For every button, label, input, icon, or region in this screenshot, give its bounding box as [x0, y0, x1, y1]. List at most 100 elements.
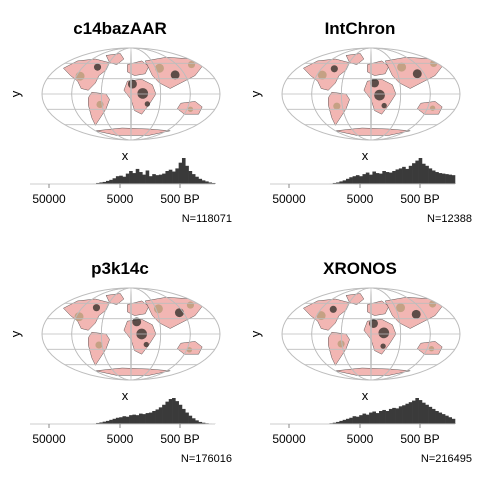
- density-blob: [316, 311, 326, 321]
- histogram-bar: [99, 182, 103, 184]
- histogram-bar: [162, 173, 166, 184]
- histogram-bar: [342, 180, 347, 184]
- continent-antarctica: [335, 367, 411, 376]
- continent-antarctica: [335, 127, 411, 136]
- histogram-bar: [191, 418, 196, 424]
- histogram-bar: [165, 401, 170, 424]
- histogram-bar: [115, 417, 120, 424]
- histogram-tick-label: 500 BP: [400, 192, 439, 206]
- histogram-bar: [119, 417, 123, 424]
- histogram-bar: [129, 415, 133, 424]
- density-blob: [92, 304, 101, 312]
- panel-svg: XRONOS y x 50000 5000 500 BP N=216495: [248, 259, 472, 465]
- continent-greenland: [105, 293, 125, 305]
- histogram-bar: [158, 174, 163, 184]
- histogram-tick-label: 500 BP: [160, 192, 199, 206]
- panel-title: c14bazAAR: [73, 19, 167, 38]
- histogram-bar: [195, 420, 199, 424]
- histogram-bar: [342, 419, 347, 424]
- histogram-bar: [211, 182, 216, 184]
- density-blob: [132, 317, 142, 327]
- y-axis-label: y: [8, 90, 23, 97]
- histogram-bar: [349, 177, 353, 184]
- histogram-bar: [395, 408, 400, 424]
- histogram-bar: [438, 412, 443, 424]
- histogram-bar: [398, 168, 403, 184]
- density-blob: [381, 102, 387, 109]
- histogram-bar: [155, 409, 160, 424]
- histogram-bar: [145, 413, 150, 424]
- histogram-bar: [172, 171, 176, 184]
- histogram-bar: [355, 416, 360, 424]
- histogram-bar: [359, 415, 363, 424]
- histogram-tick-label: 50000: [32, 432, 66, 446]
- histogram-bar: [441, 173, 446, 184]
- histogram-bar: [365, 172, 370, 184]
- histogram-bar: [125, 173, 130, 184]
- density-blob: [411, 309, 421, 319]
- histogram-bar: [178, 404, 183, 424]
- histogram-bar: [359, 176, 363, 184]
- density-blob: [174, 308, 184, 318]
- continent-antarctica: [95, 367, 171, 376]
- histogram-bar: [165, 171, 170, 184]
- density-blob: [330, 65, 338, 73]
- histogram-bar: [408, 165, 413, 184]
- density-blob: [93, 63, 102, 71]
- density-blob: [329, 305, 337, 313]
- histogram-bar: [421, 402, 426, 424]
- histogram-bar: [162, 404, 166, 424]
- histogram-bar: [445, 174, 449, 184]
- histogram-bar: [379, 173, 383, 184]
- histogram-bar: [132, 414, 137, 424]
- histogram-tick-label: 5000: [107, 432, 134, 446]
- histogram-bar: [355, 175, 360, 184]
- histogram-bar: [448, 417, 452, 424]
- continent-greenland: [345, 293, 365, 305]
- panel-title: IntChron: [325, 19, 396, 38]
- sample-count: N=12388: [427, 213, 472, 225]
- histogram-bar: [385, 172, 390, 184]
- histogram-bar: [332, 422, 337, 424]
- histogram-bar: [395, 169, 400, 184]
- histogram-bar: [96, 422, 100, 424]
- histogram-bar: [388, 172, 393, 184]
- histogram-bar: [105, 180, 110, 184]
- y-axis-label: y: [8, 330, 23, 337]
- density-blob: [127, 79, 137, 89]
- density-blob: [95, 341, 103, 349]
- histogram-bar: [352, 176, 357, 184]
- histogram-bar: [445, 415, 449, 424]
- histogram-bar: [392, 407, 396, 424]
- histogram-bar: [145, 170, 150, 184]
- sample-count: N=176016: [181, 453, 232, 465]
- density-blob: [144, 101, 151, 107]
- histogram-bar: [188, 171, 193, 184]
- continent-europe: [367, 300, 390, 316]
- histogram-bar: [398, 406, 403, 424]
- histogram-bar: [421, 163, 426, 184]
- histogram-bar: [339, 181, 343, 184]
- histogram-bar: [201, 422, 206, 424]
- density-blob: [186, 347, 193, 353]
- histogram-bar: [152, 411, 156, 424]
- density-blob: [429, 105, 436, 111]
- density-blob: [317, 70, 327, 80]
- density-blob: [370, 78, 380, 88]
- histogram-bar: [191, 174, 196, 184]
- histogram-bar: [112, 418, 117, 424]
- histogram-bar: [181, 158, 186, 184]
- histogram-tick-label: 50000: [272, 192, 306, 206]
- histogram-bar: [336, 182, 340, 184]
- histogram-bar: [352, 416, 357, 424]
- histogram-bar: [158, 407, 163, 424]
- histogram-bar: [119, 175, 123, 184]
- histogram-bar: [198, 421, 203, 424]
- panel-title: p3k14c: [91, 259, 149, 278]
- histogram-bar: [208, 182, 212, 184]
- histogram-bar: [441, 414, 446, 424]
- density-blob: [396, 303, 405, 313]
- histogram-bar: [139, 413, 143, 424]
- histogram-bar: [431, 408, 436, 424]
- histogram-bar: [336, 421, 340, 424]
